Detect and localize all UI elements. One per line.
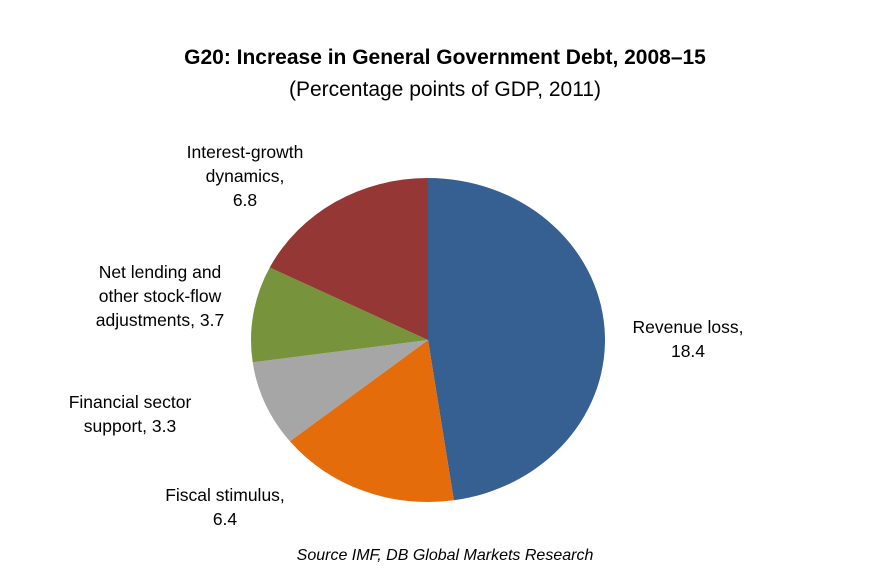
label-net-lending: Net lending and other stock-flow adjustm…: [95, 262, 225, 330]
pie-slice-net-lending-and-other-stock-flow-adjustments: [250, 267, 428, 363]
chart-subtitle: (Percentage points of GDP, 2011): [288, 78, 602, 101]
label-financial-sector-support: Financial sector support, 3.3: [68, 392, 192, 436]
pie-slice-revenue-loss: [428, 178, 606, 501]
pie-slice-fiscal-stimulus: [289, 340, 454, 502]
label-interest-growth: Interest-growth dynamics, 6.8: [186, 142, 304, 210]
label-revenue-loss: Revenue loss, 18.4: [632, 317, 744, 361]
pie-slice-interest-growth-dynamics: [269, 178, 428, 340]
pie-slice-financial-sector-support: [252, 340, 428, 442]
chart-title: G20: Increase in General Government Debt…: [184, 46, 706, 69]
label-fiscal-stimulus: Fiscal stimulus, 6.4: [165, 485, 285, 529]
source-note: Source IMF, DB Global Markets Research: [296, 547, 594, 564]
